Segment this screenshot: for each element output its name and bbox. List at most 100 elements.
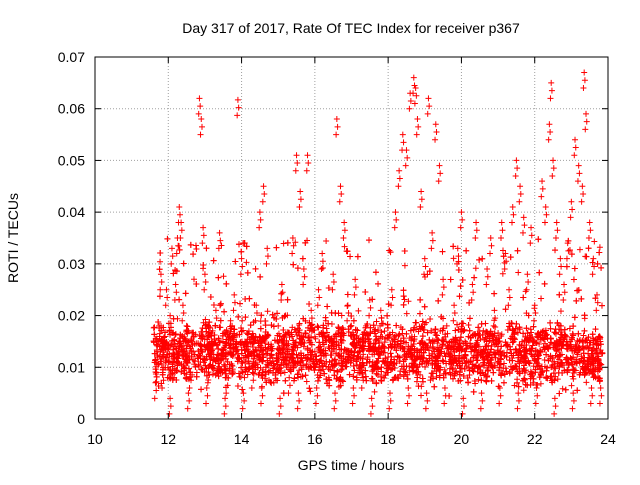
data-point <box>233 341 240 348</box>
data-point <box>374 364 381 371</box>
data-point <box>207 293 214 300</box>
data-point <box>513 363 520 370</box>
data-point <box>228 325 235 332</box>
data-point <box>325 374 332 381</box>
data-point <box>403 363 410 370</box>
data-point <box>421 273 428 280</box>
data-point <box>597 341 604 348</box>
data-point <box>169 337 176 344</box>
data-point <box>589 367 596 374</box>
data-point <box>495 338 502 345</box>
data-point <box>556 291 563 298</box>
data-point <box>363 360 370 367</box>
data-point <box>373 370 380 377</box>
data-point <box>399 131 406 138</box>
data-point <box>182 375 189 382</box>
data-point <box>432 354 439 361</box>
data-point <box>190 276 197 283</box>
data-point <box>487 235 494 241</box>
data-point <box>486 351 493 358</box>
data-point <box>357 342 364 349</box>
data-point <box>428 327 435 334</box>
data-point <box>306 301 313 308</box>
data-point <box>344 302 351 309</box>
data-point <box>491 307 498 314</box>
data-point <box>307 322 314 329</box>
data-point <box>387 350 394 357</box>
data-point <box>250 355 257 362</box>
data-point <box>542 203 549 210</box>
data-point <box>536 341 543 348</box>
data-point <box>328 309 335 316</box>
data-point <box>223 374 230 381</box>
data-point <box>427 315 434 322</box>
data-point <box>367 304 374 311</box>
data-point <box>260 183 267 190</box>
data-point <box>454 362 461 369</box>
data-point <box>375 338 382 345</box>
data-point <box>446 351 453 358</box>
data-point <box>312 400 319 407</box>
data-point <box>183 345 190 352</box>
data-point <box>436 372 443 379</box>
data-point <box>295 390 302 397</box>
data-point <box>500 365 507 372</box>
data-point <box>380 343 387 350</box>
data-point <box>583 110 590 117</box>
data-point <box>579 343 586 350</box>
data-point <box>227 328 234 335</box>
data-point <box>509 203 516 210</box>
data-point <box>433 128 440 135</box>
data-point <box>477 405 484 412</box>
data-point <box>255 371 262 378</box>
data-point <box>440 276 447 283</box>
data-point <box>447 353 454 360</box>
data-point <box>563 255 570 262</box>
data-point <box>472 330 479 337</box>
data-point <box>535 355 542 362</box>
data-point <box>569 206 576 213</box>
data-point <box>447 276 454 283</box>
data-point <box>583 337 590 344</box>
data-point <box>245 328 252 335</box>
data-point <box>523 325 530 332</box>
data-point <box>541 219 548 226</box>
data-point <box>429 361 436 368</box>
data-point <box>290 377 297 384</box>
data-point <box>534 360 541 367</box>
data-point <box>157 258 164 265</box>
data-point <box>354 253 361 260</box>
data-point <box>202 278 209 285</box>
data-point <box>386 362 393 369</box>
data-point <box>552 235 559 241</box>
data-point <box>569 330 576 337</box>
data-point <box>281 369 288 376</box>
data-point <box>328 348 335 355</box>
data-point <box>568 335 575 342</box>
data-point <box>535 333 542 340</box>
data-point <box>268 351 275 358</box>
data-point <box>388 302 395 309</box>
data-point <box>211 332 218 339</box>
data-point <box>193 369 200 376</box>
data-point <box>538 295 545 302</box>
data-point <box>259 392 266 399</box>
data-point <box>197 131 204 138</box>
data-point <box>452 370 459 377</box>
data-point <box>422 363 429 370</box>
data-point <box>470 289 477 296</box>
data-point <box>419 325 426 332</box>
data-point <box>385 361 392 368</box>
data-point <box>583 379 590 386</box>
data-point <box>514 329 521 336</box>
data-point <box>350 339 357 346</box>
data-point <box>151 324 158 331</box>
y-tick-label: 0.04 <box>58 204 85 220</box>
data-point <box>492 354 499 361</box>
data-point <box>418 188 425 195</box>
data-point <box>572 136 579 143</box>
data-point <box>406 392 413 399</box>
data-point <box>188 377 195 384</box>
data-point <box>509 357 516 364</box>
data-point <box>520 214 527 221</box>
